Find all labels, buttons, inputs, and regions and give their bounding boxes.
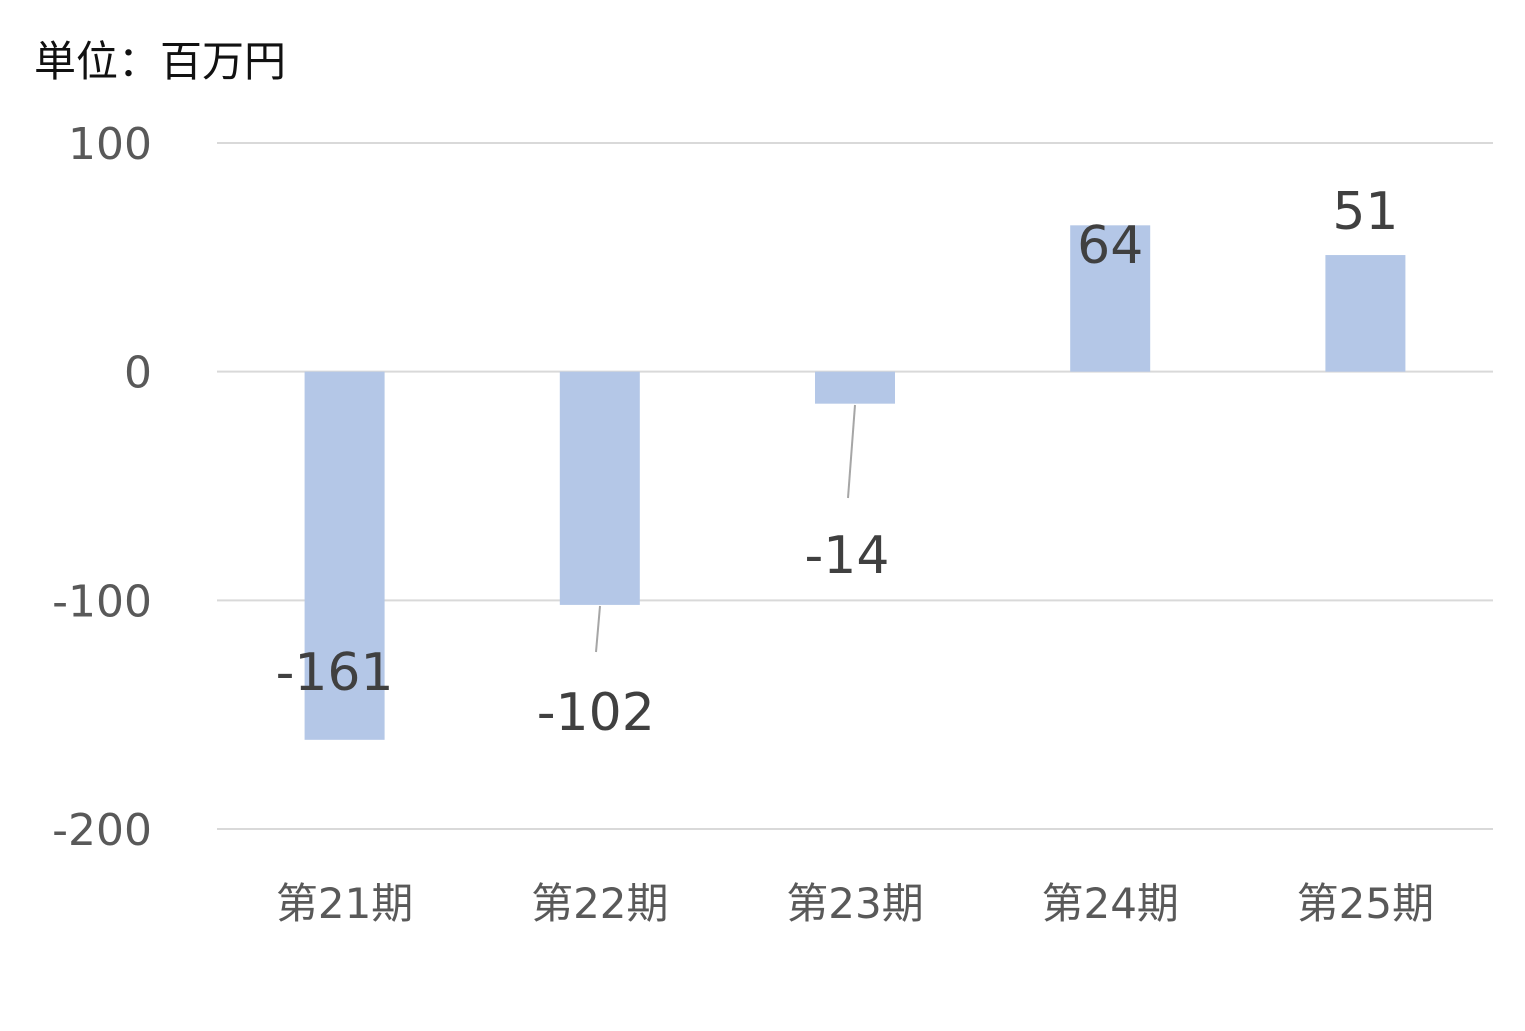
y-tick-label: -100 [52, 576, 152, 627]
data-label: 64 [1077, 216, 1143, 276]
bars [304, 225, 1406, 740]
x-tick-label: 第21期 [276, 879, 413, 928]
data-labels: -161 -102 -14 64 51 [276, 182, 1399, 743]
data-label: -161 [276, 643, 394, 703]
x-tick-label: 第24期 [1041, 879, 1178, 928]
y-axis-ticks: 100 0 -100 -200 [52, 119, 152, 856]
y-tick-label: -200 [52, 805, 152, 856]
x-tick-label: 第25期 [1297, 879, 1434, 928]
bar [559, 371, 640, 605]
leader-line [847, 404, 856, 499]
y-tick-label: 0 [124, 348, 152, 399]
data-label: -102 [537, 683, 655, 743]
leader-lines [595, 404, 856, 653]
leader-line [595, 605, 601, 653]
x-axis-ticks: 第21期 第22期 第23期 第24期 第25期 [276, 879, 1434, 928]
x-tick-label: 第22期 [531, 879, 668, 928]
bar [1070, 225, 1151, 372]
bar [815, 371, 895, 404]
bar [1325, 255, 1406, 372]
x-tick-label: 第23期 [786, 879, 923, 928]
y-tick-label: 100 [68, 119, 152, 170]
unit-label: 単位：百万円 [34, 37, 287, 86]
gridlines [217, 142, 1493, 830]
data-label: 51 [1332, 182, 1398, 242]
bar [304, 371, 385, 740]
data-label: -14 [805, 526, 890, 586]
